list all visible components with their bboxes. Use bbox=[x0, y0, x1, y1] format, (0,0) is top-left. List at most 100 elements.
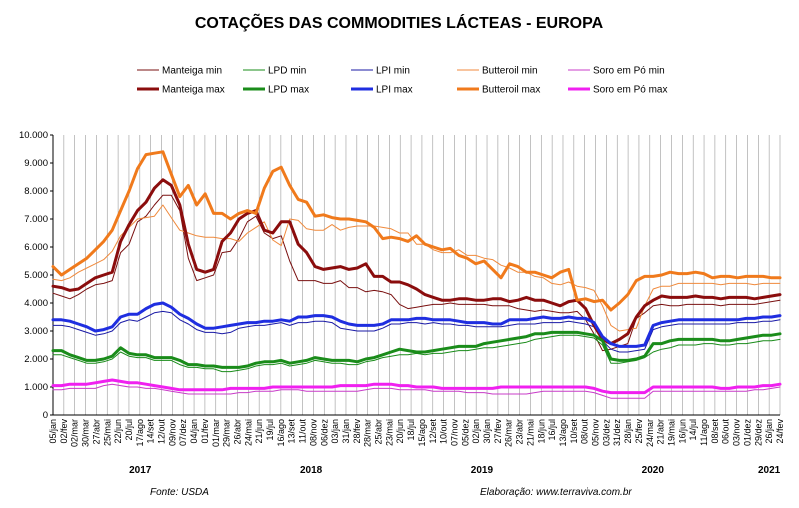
x-tick-label: 18/jun bbox=[536, 419, 546, 444]
legend-label: LPI min bbox=[376, 66, 410, 77]
x-tick-label: 28/mar bbox=[363, 419, 373, 447]
x-tick-label: 12/set bbox=[428, 419, 438, 444]
x-tick-label: 26/jan bbox=[764, 419, 774, 444]
series-line-lpi-min bbox=[52, 310, 781, 353]
y-tick-label: 1.000 bbox=[24, 382, 48, 393]
series-line-butteroil-max bbox=[51, 150, 782, 312]
x-tick-label: 01/mar bbox=[211, 419, 221, 447]
y-tick-label: 8.000 bbox=[24, 186, 48, 197]
x-tick-label: 11/out bbox=[298, 419, 308, 444]
y-tick-label: 2.000 bbox=[24, 354, 48, 365]
x-tick-label: 16/ago bbox=[276, 419, 286, 447]
x-tick-label: 21/mai bbox=[525, 419, 535, 446]
x-tick-label: 19/mai bbox=[666, 419, 676, 446]
series-line-manteiga-max bbox=[51, 178, 782, 346]
x-tick-label: 07/nov bbox=[449, 419, 459, 447]
x-tick-label: 25/mai bbox=[102, 419, 112, 446]
x-tick-label: 12/out bbox=[157, 419, 167, 445]
x-tick-label: 03/nov bbox=[732, 419, 742, 447]
x-tick-label: 29/mar bbox=[222, 419, 232, 447]
x-tick-label: 15/ago bbox=[417, 419, 427, 447]
x-tick-label: 07/dez bbox=[178, 419, 188, 447]
source-note: Fonte: USDA bbox=[150, 487, 209, 498]
series-line-butteroil-min bbox=[52, 204, 781, 332]
x-tick-label: 03/dez bbox=[601, 419, 611, 447]
y-tick-label: 6.000 bbox=[24, 242, 48, 253]
x-tick-label: 02/mar bbox=[70, 419, 80, 447]
x-tick-label: 28/fev bbox=[352, 419, 362, 444]
x-tick-label: 08/nov bbox=[308, 419, 318, 447]
y-tick-label: 7.000 bbox=[24, 214, 48, 225]
x-tick-label: 05/dez bbox=[460, 419, 470, 447]
legend: Manteiga min Manteiga max LPD min LPD max LP… bbox=[137, 66, 667, 96]
series-group bbox=[51, 150, 782, 399]
series-line-manteiga-min bbox=[52, 194, 781, 352]
x-tick-label: 30/jan bbox=[482, 419, 492, 444]
x-tick-label: 08/out bbox=[580, 419, 590, 445]
legend-label: LPI max bbox=[376, 85, 413, 96]
x-tick-label: 19/jul bbox=[265, 419, 275, 441]
x-tick-label: 10/out bbox=[439, 419, 449, 445]
x-tick-label: 22/jun bbox=[113, 419, 123, 444]
grid bbox=[52, 135, 781, 415]
x-tick-label: 06/dez bbox=[319, 419, 329, 447]
x-axis: 05/jan 02/fev 02/mar 30/mar 27/abr 25/mai 22/j… bbox=[48, 419, 785, 448]
series-line-soro-em-p-max bbox=[51, 378, 782, 395]
x-tick-label: 18/jul bbox=[406, 419, 416, 441]
series-line-lpd-max bbox=[51, 330, 782, 369]
x-tick-label: 11/ago bbox=[699, 419, 709, 446]
x-tick-label: 26/abr bbox=[232, 419, 242, 445]
x-tick-label: 05/jan bbox=[48, 419, 58, 444]
x-tick-label: 31/dez bbox=[612, 419, 622, 447]
x-tick-label: 21/jun bbox=[254, 419, 264, 444]
x-tick-label: 08/set bbox=[710, 419, 720, 444]
x-tick-label: 14/set bbox=[146, 419, 156, 444]
x-tick-label: 30/mar bbox=[81, 419, 91, 447]
x-tick-label: 13/ago bbox=[558, 419, 568, 447]
legend-label: Butteroil min bbox=[482, 66, 538, 77]
series-line-lpi-max bbox=[51, 301, 782, 348]
year-label: 2018 bbox=[300, 465, 323, 476]
x-tick-label: 24/mai bbox=[243, 419, 253, 446]
year-label: 2020 bbox=[642, 465, 665, 476]
x-tick-label: 25/fev bbox=[634, 419, 644, 444]
y-axis: 0 1.000 2.000 3.000 4.000 5.000 6.000 7.000 8.00… bbox=[19, 130, 780, 421]
y-tick-label: 0 bbox=[43, 410, 48, 421]
y-tick-label: 10.000 bbox=[19, 130, 48, 141]
x-tick-label: 26/mar bbox=[504, 419, 514, 447]
x-tick-label: 13/set bbox=[287, 419, 297, 444]
x-tick-label: 27/fev bbox=[493, 419, 503, 444]
x-tick-label: 16/jun bbox=[677, 419, 687, 444]
x-tick-label: 25/abr bbox=[374, 419, 384, 445]
x-tick-label: 09/nov bbox=[167, 419, 177, 447]
x-tick-label: 20/jun bbox=[395, 419, 405, 444]
year-labels: 2017 2018 2019 2020 2021 bbox=[129, 465, 781, 476]
x-tick-label: 03/jan bbox=[330, 419, 340, 444]
chart-title: COTAÇÕES DAS COMMODITIES LÁCTEAS - EUROP… bbox=[195, 12, 604, 32]
x-tick-label: 10/set bbox=[569, 419, 579, 444]
x-tick-label: 24/mar bbox=[645, 419, 655, 447]
legend-label: Manteiga max bbox=[162, 85, 225, 96]
x-tick-label: 02/fev bbox=[59, 419, 69, 444]
year-label: 2019 bbox=[471, 465, 494, 476]
x-tick-label: 16/jul bbox=[547, 419, 557, 441]
x-tick-label: 01/dez bbox=[742, 419, 752, 447]
legend-label: LPD min bbox=[268, 66, 306, 77]
legend-label: Manteiga min bbox=[162, 66, 222, 77]
y-tick-label: 4.000 bbox=[24, 298, 48, 309]
legend-label: Soro em Pó max bbox=[593, 85, 667, 96]
x-tick-label: 23/abr bbox=[515, 419, 525, 445]
x-tick-label: 28/jan bbox=[623, 419, 633, 444]
legend-label: Soro em Pó min bbox=[593, 66, 665, 77]
x-tick-label: 05/nov bbox=[591, 419, 601, 447]
legend-label: Butteroil max bbox=[482, 85, 540, 96]
year-label: 2017 bbox=[129, 465, 152, 476]
x-tick-label: 17/ago bbox=[135, 419, 145, 447]
x-tick-label: 04/jan bbox=[189, 419, 199, 444]
y-tick-label: 3.000 bbox=[24, 326, 48, 337]
y-tick-label: 9.000 bbox=[24, 158, 48, 169]
x-tick-label: 14/jul bbox=[688, 419, 698, 441]
x-tick-label: 27/abr bbox=[91, 419, 101, 445]
x-tick-label: 20/jul bbox=[124, 419, 134, 441]
